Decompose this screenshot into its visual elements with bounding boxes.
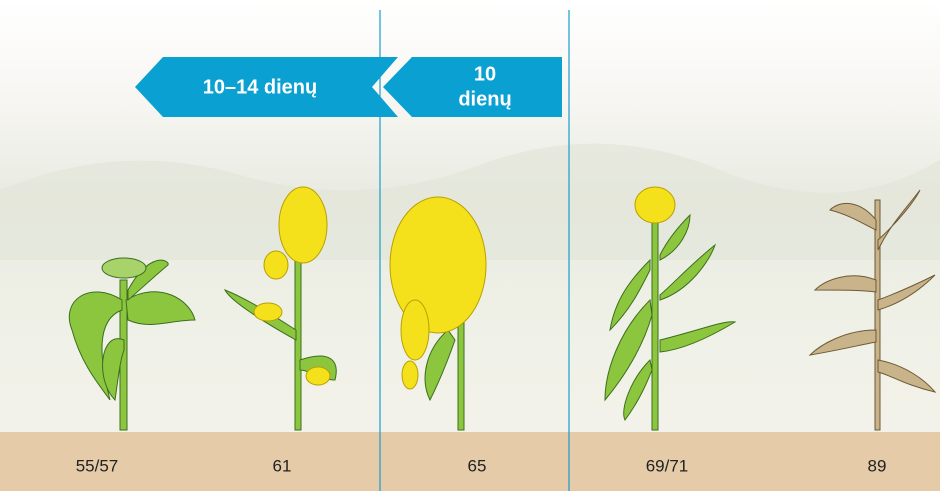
plant [389, 196, 487, 431]
arrow-label: 10–14 dienų [203, 76, 318, 98]
plant [808, 189, 937, 431]
stage-label: 65 [468, 456, 487, 475]
arrow [383, 57, 562, 117]
hills [0, 143, 940, 260]
arrow-label: dienų [458, 88, 511, 110]
stage-labels: 55/57 61 65 69/71 89 [76, 456, 887, 475]
plant [68, 257, 196, 431]
stage-label: 89 [868, 456, 887, 475]
stage-label: 55/57 [76, 456, 119, 475]
soil [0, 432, 940, 491]
stage-label: 61 [273, 456, 292, 475]
arrow-label: 10 [474, 63, 496, 85]
plant [223, 186, 337, 431]
plant [604, 186, 737, 431]
arrow [135, 57, 398, 117]
stage-label: 69/71 [646, 456, 689, 475]
